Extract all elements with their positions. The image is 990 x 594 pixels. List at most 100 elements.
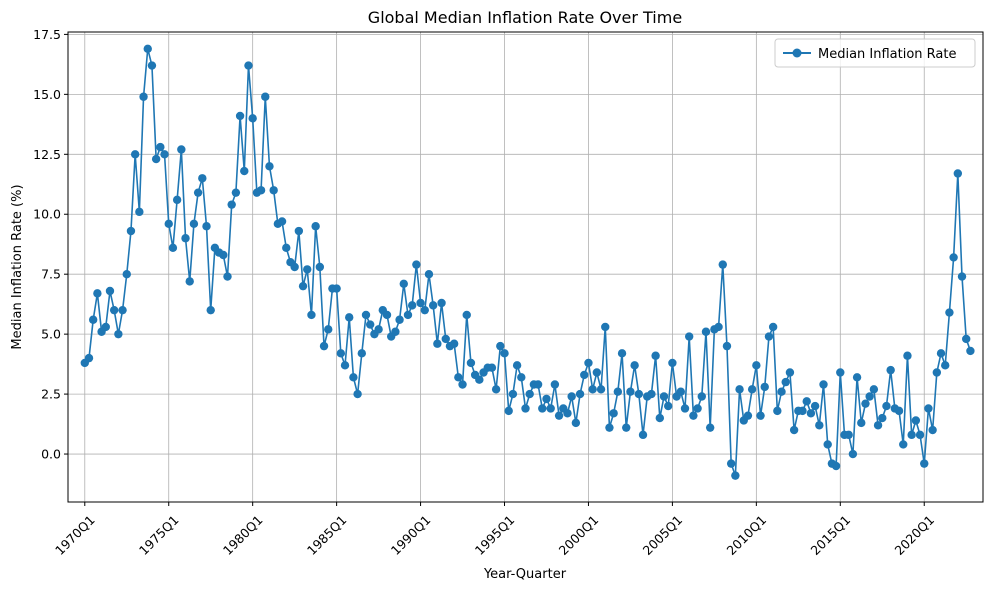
data-point bbox=[428, 301, 438, 310]
data-point bbox=[361, 310, 371, 320]
data-point bbox=[882, 401, 891, 411]
data-point bbox=[962, 334, 971, 344]
data-point bbox=[647, 389, 656, 399]
data-point bbox=[630, 361, 639, 370]
data-point bbox=[290, 262, 299, 272]
data-point bbox=[605, 423, 614, 432]
x-tick-label: 1980Q1 bbox=[220, 512, 266, 558]
data-point bbox=[819, 380, 828, 389]
data-point bbox=[151, 154, 161, 164]
data-point bbox=[118, 305, 127, 315]
y-tick-label: 10.0 bbox=[33, 207, 61, 222]
data-point bbox=[798, 406, 807, 416]
data-point bbox=[168, 243, 178, 253]
data-point bbox=[475, 375, 484, 384]
data-point bbox=[357, 349, 367, 358]
x-tick-label: 1985Q1 bbox=[304, 512, 350, 558]
data-point bbox=[785, 368, 795, 377]
data-point bbox=[466, 358, 476, 368]
data-point bbox=[256, 186, 266, 195]
data-point bbox=[894, 406, 904, 416]
data-point bbox=[701, 327, 711, 336]
data-point bbox=[852, 373, 862, 382]
x-tick-label: 1995Q1 bbox=[472, 512, 518, 558]
data-point bbox=[584, 358, 593, 368]
data-point bbox=[857, 418, 866, 428]
data-point bbox=[655, 413, 665, 423]
data-point bbox=[84, 353, 94, 363]
data-point bbox=[676, 387, 685, 396]
data-point bbox=[899, 440, 908, 449]
data-point bbox=[491, 385, 501, 394]
data-point bbox=[458, 380, 467, 389]
data-point bbox=[403, 310, 413, 320]
data-point bbox=[147, 61, 157, 70]
data-point bbox=[680, 404, 690, 413]
x-tick-label: 1975Q1 bbox=[136, 512, 182, 558]
data-point bbox=[567, 392, 576, 401]
data-point bbox=[319, 341, 329, 351]
data-point bbox=[718, 260, 727, 269]
data-point bbox=[949, 253, 958, 262]
data-point bbox=[659, 392, 669, 401]
data-point bbox=[928, 425, 937, 435]
data-point bbox=[684, 332, 694, 341]
data-point bbox=[109, 305, 119, 315]
data-point bbox=[756, 411, 765, 420]
data-point bbox=[265, 162, 274, 171]
data-point bbox=[810, 401, 820, 411]
data-point bbox=[412, 260, 421, 269]
data-point bbox=[340, 361, 350, 370]
data-point bbox=[277, 217, 287, 226]
data-point bbox=[743, 411, 753, 420]
x-tick-label: 1990Q1 bbox=[388, 512, 434, 558]
data-point bbox=[172, 195, 182, 205]
y-tick-label: 0.0 bbox=[41, 447, 61, 462]
data-point bbox=[382, 310, 392, 320]
data-point bbox=[512, 361, 522, 370]
data-point bbox=[374, 325, 383, 334]
data-point bbox=[915, 430, 925, 440]
data-point bbox=[395, 315, 404, 324]
data-point bbox=[193, 188, 203, 197]
data-point bbox=[298, 281, 308, 291]
data-point bbox=[613, 387, 623, 396]
data-point bbox=[424, 269, 434, 279]
data-point bbox=[269, 186, 278, 195]
data-point bbox=[244, 61, 253, 70]
data-point bbox=[806, 409, 816, 418]
x-axis-label: Year-Quarter bbox=[483, 567, 567, 582]
data-point bbox=[139, 92, 148, 101]
data-point bbox=[449, 339, 459, 348]
data-point bbox=[189, 219, 199, 229]
data-point bbox=[626, 387, 635, 396]
y-axis-label: Median Inflation Rate (%) bbox=[10, 184, 25, 349]
data-point bbox=[714, 322, 723, 332]
data-point bbox=[836, 368, 845, 377]
data-point bbox=[324, 325, 333, 334]
data-point bbox=[303, 265, 312, 274]
data-point bbox=[487, 363, 497, 372]
data-point bbox=[462, 310, 471, 320]
data-point bbox=[525, 389, 534, 399]
data-point bbox=[668, 358, 677, 368]
data-point bbox=[617, 349, 627, 358]
data-point bbox=[689, 411, 698, 420]
data-point bbox=[311, 222, 320, 231]
data-point bbox=[601, 322, 610, 332]
data-point bbox=[588, 385, 597, 394]
data-point bbox=[945, 308, 954, 317]
data-point bbox=[282, 243, 291, 253]
x-tick-label: 2000Q1 bbox=[556, 512, 602, 558]
data-point bbox=[638, 430, 648, 440]
x-tick-label: 2005Q1 bbox=[640, 512, 686, 558]
data-point bbox=[735, 385, 744, 394]
data-point bbox=[496, 341, 505, 351]
data-point bbox=[726, 459, 736, 468]
data-point bbox=[315, 262, 325, 272]
data-point bbox=[777, 387, 786, 396]
data-point bbox=[307, 310, 316, 320]
data-point bbox=[538, 404, 547, 413]
data-point bbox=[848, 449, 858, 459]
